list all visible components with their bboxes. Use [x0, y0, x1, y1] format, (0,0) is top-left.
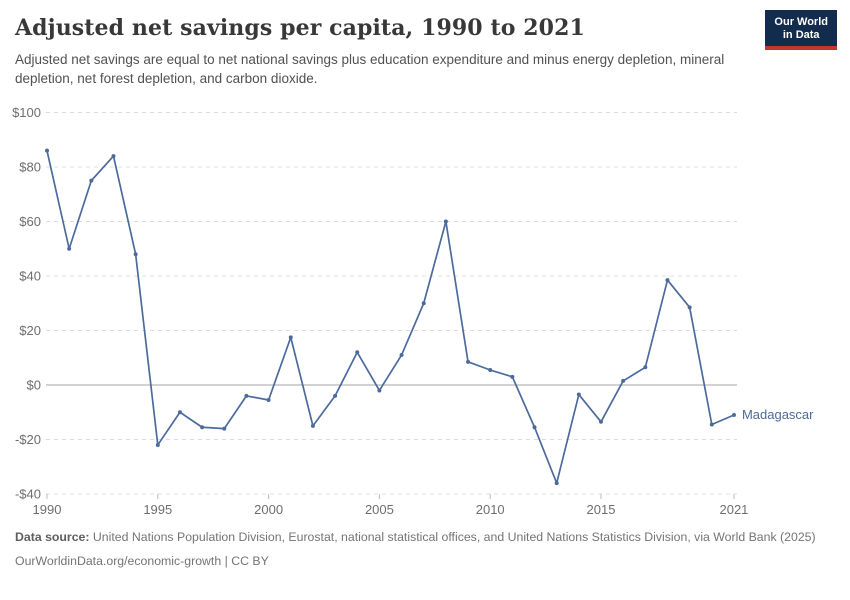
data-point-2009 [466, 359, 471, 364]
x-tick-label: 2021 [719, 502, 748, 517]
data-point-1994 [133, 252, 138, 257]
owid-logo-line2: in Data [782, 29, 820, 41]
chart-title: Adjusted net savings per capita, 1990 to… [15, 15, 585, 41]
data-point-2011 [510, 374, 515, 379]
data-point-1990 [45, 148, 49, 153]
data-point-2003 [333, 393, 338, 398]
data-point-1996 [177, 410, 182, 415]
x-tick-label: 2005 [365, 502, 394, 517]
data-point-1998 [222, 426, 227, 431]
data-point-1997 [200, 425, 205, 430]
chart-subtitle: Adjusted net savings are equal to net na… [15, 52, 725, 87]
x-tick-label: 2010 [476, 502, 505, 517]
series-line-madagascar [46, 149, 735, 484]
y-tick-label: $60 [19, 214, 41, 229]
data-source-label: Data source: [15, 530, 90, 544]
data-point-1995 [155, 442, 160, 447]
data-point-2004 [355, 350, 360, 355]
y-tick-label: $0 [27, 378, 41, 393]
data-point-2014 [576, 392, 581, 397]
data-point-2002 [310, 423, 315, 428]
data-point-2005 [377, 388, 382, 393]
data-point-2007 [421, 301, 426, 306]
data-source-text: United Nations Population Division, Euro… [89, 530, 816, 544]
data-point-2001 [288, 335, 293, 340]
data-source-line: Data source: United Nations Population D… [15, 529, 845, 546]
x-tick-label: 1995 [143, 502, 172, 517]
data-point-2012 [532, 425, 537, 430]
y-tick-label: $20 [19, 323, 41, 338]
chart-footer: Data source: United Nations Population D… [15, 529, 845, 570]
data-point-2008 [443, 219, 448, 224]
y-tick-label: -$20 [15, 432, 41, 447]
data-point-2006 [399, 353, 404, 358]
x-tick-label: 2015 [587, 502, 616, 517]
x-tick-label: 2000 [254, 502, 283, 517]
series-end-label: Madagascar [742, 407, 814, 422]
chart-header: Adjusted net savings per capita, 1990 to… [15, 15, 755, 88]
license-link[interactable]: OurWorldinData.org/economic-growth | CC … [15, 554, 269, 569]
data-point-2018 [665, 278, 670, 283]
data-point-1999 [244, 393, 249, 398]
owid-logo-line1: Our World [774, 16, 828, 28]
data-point-2017 [643, 365, 648, 370]
data-point-1991 [67, 246, 72, 251]
data-point-1992 [89, 178, 94, 183]
data-point-2020 [709, 422, 714, 427]
owid-logo: Our World in Data [765, 10, 837, 50]
data-point-1993 [111, 154, 116, 159]
data-point-2016 [621, 378, 626, 383]
data-point-2013 [554, 481, 559, 486]
data-point-2010 [488, 368, 493, 373]
y-tick-label: $40 [19, 269, 41, 284]
y-tick-label: $100 [12, 105, 41, 120]
data-point-2019 [687, 305, 692, 310]
y-tick-label: $80 [19, 160, 41, 175]
data-point-2015 [599, 419, 603, 424]
data-point-2000 [266, 397, 271, 402]
data-point-2021 [731, 412, 736, 417]
x-tick-label: 1990 [33, 502, 62, 517]
y-tick-label: -$40 [15, 487, 41, 502]
